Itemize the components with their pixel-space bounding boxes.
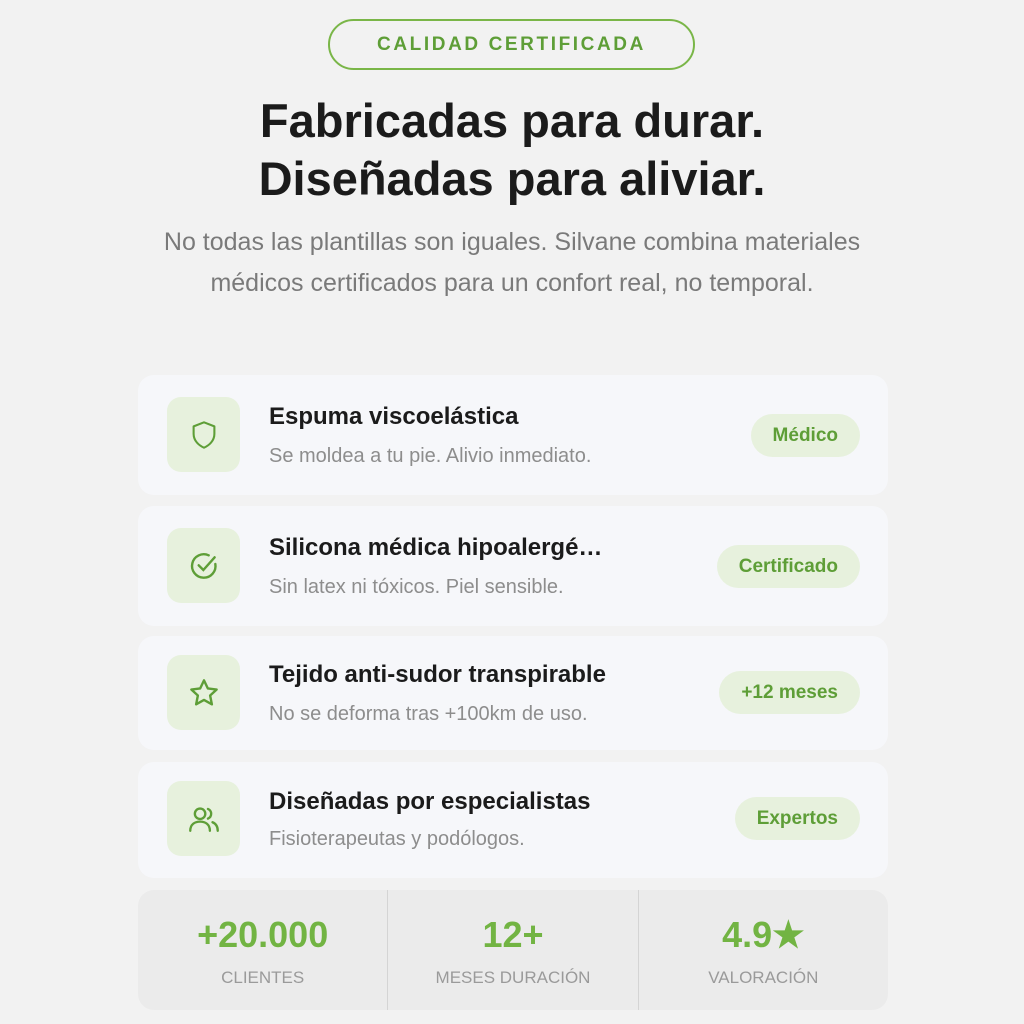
feature-card: Tejido anti-sudor transpirable No se def…: [138, 636, 888, 750]
shield-icon: [167, 397, 240, 472]
feature-description: Se moldea a tu pie. Alivio inmediato.: [269, 445, 592, 467]
feature-title: Silicona médica hipoalergé…: [269, 534, 603, 561]
feature-card: Espuma viscoelástica Se moldea a tu pie.…: [138, 375, 888, 495]
stat-value: +20.000: [197, 914, 329, 955]
feature-card: Silicona médica hipoalergé… Sin latex ni…: [138, 506, 888, 626]
subtitle: No todas las plantillas son iguales. Sil…: [163, 228, 861, 297]
stat-label: MESES DURACIÓN: [435, 968, 591, 987]
stat-label: VALORACIÓN: [708, 968, 819, 987]
stat-label: CLIENTES: [221, 968, 305, 987]
feature-description: Sin latex ni tóxicos. Piel sensible.: [269, 576, 564, 598]
stat-rating: 4.9★ VALORACIÓN: [637, 890, 888, 1010]
certified-quality-badge: CALIDAD CERTIFICADA: [328, 19, 695, 70]
feature-description: No se deforma tras +100km de uso.: [269, 703, 588, 725]
stat-duration: 12+ MESES DURACIÓN: [387, 890, 637, 1010]
title-line-2: Diseñadas para aliviar.: [258, 152, 766, 205]
feature-description: Fisioterapeutas y podólogos.: [269, 828, 525, 850]
title-line-1: Fabricadas para durar.: [259, 94, 765, 147]
feature-title: Espuma viscoelástica: [269, 403, 519, 430]
feature-tag: Médico: [750, 414, 860, 457]
feature-card: Diseñadas por especialistas Fisioterapeu…: [138, 762, 888, 878]
stat-value: 4.9★: [722, 914, 805, 955]
feature-tag: Expertos: [734, 797, 860, 840]
feature-title: Tejido anti-sudor transpirable: [269, 661, 606, 688]
star-icon: [167, 655, 240, 730]
stat-clients: +20.000 CLIENTES: [138, 890, 387, 1010]
feature-tag: +12 meses: [719, 671, 860, 714]
feature-title: Diseñadas por especialistas: [269, 788, 591, 815]
page-title: Fabricadas para durar. Diseñadas para ali…: [0, 92, 1024, 208]
feature-tag: Certificado: [716, 545, 860, 588]
stats-bar: +20.000 CLIENTES 12+ MESES DURACIÓN 4.9★ VA…: [138, 890, 888, 1010]
users-icon: [167, 781, 240, 856]
check-circle-icon: [167, 528, 240, 603]
stat-value: 12+: [482, 914, 544, 955]
